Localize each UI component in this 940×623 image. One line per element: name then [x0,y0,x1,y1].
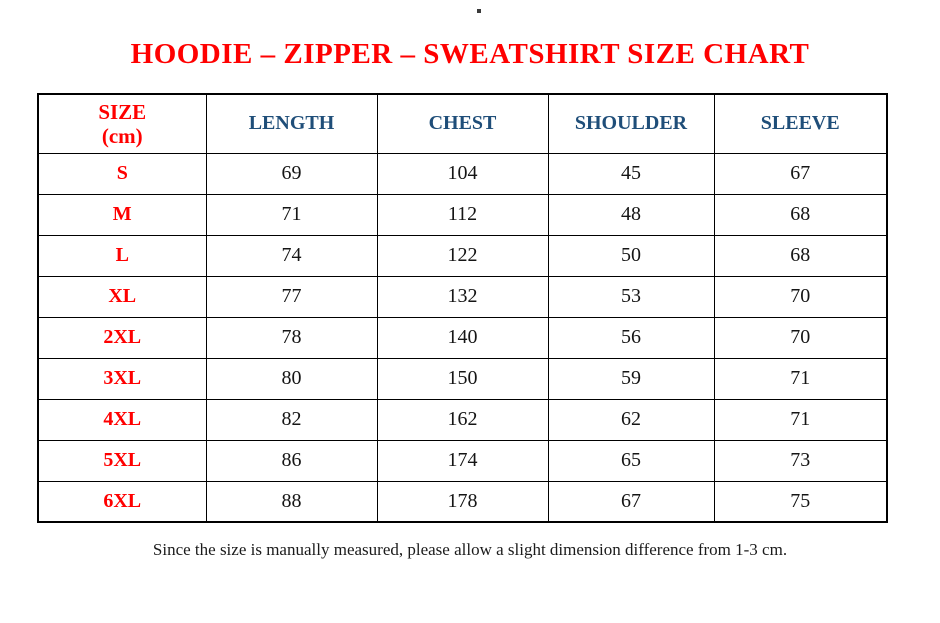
length-cell: 71 [205,193,378,236]
shoulder-cell: 50 [547,234,715,277]
shoulder-cell: 62 [547,398,715,441]
column-header-size: SIZE (cm) [37,93,207,154]
sleeve-cell: 67 [713,152,888,195]
shoulder-cell: 56 [547,316,715,359]
table-row: S 69 104 45 67 [37,152,888,195]
table-row: L 74 122 50 68 [37,234,888,277]
size-cell: L [37,234,207,277]
column-header-chest: CHEST [376,93,549,154]
size-table-body: S 69 104 45 67 M 71 112 48 68 L 74 122 50 68 XL 77 132 53 7… [37,152,888,523]
stray-dot-artifact [477,9,481,13]
sleeve-cell: 75 [713,480,888,523]
chest-cell: 150 [376,357,549,400]
size-header-line2: (cm) [101,123,143,148]
sleeve-cell: 71 [713,398,888,441]
length-cell: 69 [205,152,378,195]
sleeve-cell: 73 [713,439,888,482]
chest-cell: 132 [376,275,549,318]
sleeve-cell: 70 [713,275,888,318]
size-cell: 6XL [37,480,207,523]
length-cell: 82 [205,398,378,441]
chest-cell: 174 [376,439,549,482]
size-cell: M [37,193,207,236]
size-cell: 2XL [37,316,207,359]
shoulder-cell: 67 [547,480,715,523]
measurement-disclaimer: Since the size is manually measured, ple… [152,540,788,559]
length-cell: 88 [205,480,378,523]
size-header-line1: SIZE [98,99,147,124]
size-cell: S [37,152,207,195]
shoulder-cell: 59 [547,357,715,400]
chest-cell: 162 [376,398,549,441]
table-row: 6XL 88 178 67 75 [37,480,888,523]
column-header-length: LENGTH [205,93,378,154]
length-cell: 80 [205,357,378,400]
size-cell: 4XL [37,398,207,441]
shoulder-cell: 65 [547,439,715,482]
table-row: XL 77 132 53 70 [37,275,888,318]
size-cell: 5XL [37,439,207,482]
chest-cell: 112 [376,193,549,236]
size-cell: 3XL [37,357,207,400]
page-title: HOODIE – ZIPPER – SWEATSHIRT SIZE CHART [130,38,810,70]
table-row: 2XL 78 140 56 70 [37,316,888,359]
table-header-row: SIZE (cm) LENGTH CHEST SHOULDER SLEEVE [37,93,888,154]
column-header-shoulder: SHOULDER [547,93,715,154]
table-row: 3XL 80 150 59 71 [37,357,888,400]
sleeve-cell: 71 [713,357,888,400]
sleeve-cell: 68 [713,193,888,236]
shoulder-cell: 45 [547,152,715,195]
chest-cell: 178 [376,480,549,523]
length-cell: 78 [205,316,378,359]
chest-cell: 140 [376,316,549,359]
size-cell: XL [37,275,207,318]
length-cell: 86 [205,439,378,482]
sleeve-cell: 68 [713,234,888,277]
table-row: 5XL 86 174 65 73 [37,439,888,482]
column-header-sleeve: SLEEVE [713,93,888,154]
length-cell: 74 [205,234,378,277]
shoulder-cell: 48 [547,193,715,236]
table-row: 4XL 82 162 62 71 [37,398,888,441]
shoulder-cell: 53 [547,275,715,318]
sleeve-cell: 70 [713,316,888,359]
table-row: M 71 112 48 68 [37,193,888,236]
chest-cell: 122 [376,234,549,277]
length-cell: 77 [205,275,378,318]
size-chart-table: SIZE (cm) LENGTH CHEST SHOULDER SLEEVE S… [37,93,888,523]
chest-cell: 104 [376,152,549,195]
